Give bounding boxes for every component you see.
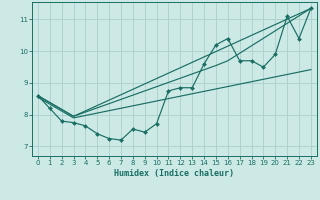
X-axis label: Humidex (Indice chaleur): Humidex (Indice chaleur) xyxy=(115,169,234,178)
